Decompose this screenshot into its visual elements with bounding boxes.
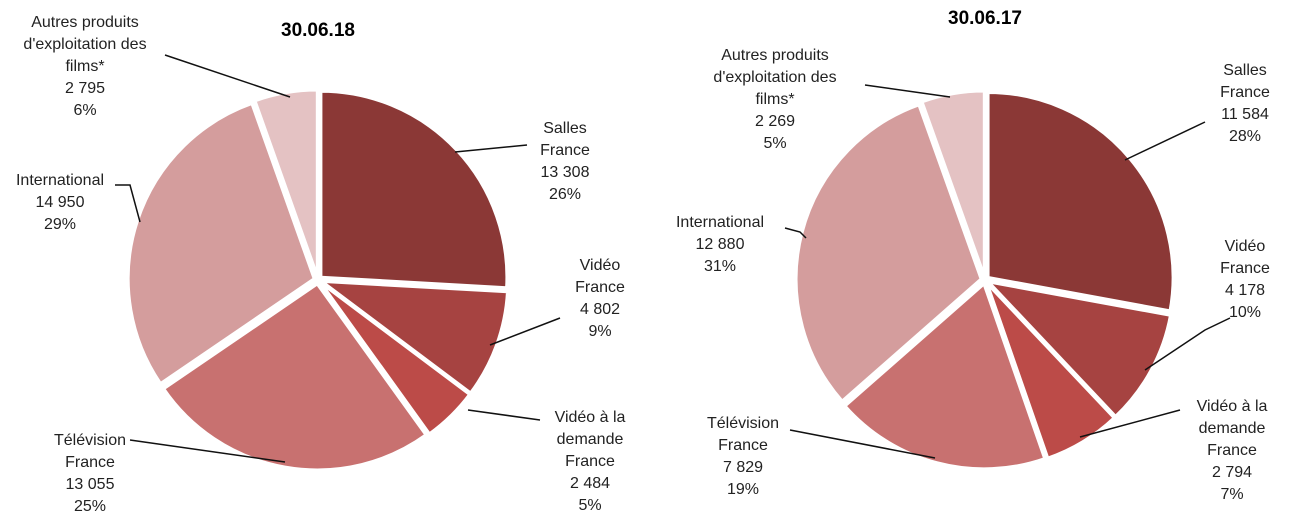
leader-line	[1079, 409, 1181, 438]
pie-slice	[985, 282, 1117, 461]
value-label: 2 794	[1211, 464, 1253, 481]
category-label: Vidéo France	[575, 257, 625, 296]
slice-label: Vidéo à la demande France 2 484 5%	[535, 407, 645, 513]
value-label: 2 269	[754, 113, 796, 130]
slice-label: Salles France 11 584 28%	[1205, 60, 1285, 148]
leader-line	[864, 84, 951, 98]
percentage-label: 29%	[43, 216, 77, 233]
percentage-label: 10%	[1228, 304, 1262, 321]
slice-label: Vidéo à la demande France 2 794 7%	[1177, 396, 1287, 506]
slice-label: Autres produits d'exploitation des films…	[695, 45, 855, 155]
pie-slice	[984, 279, 1173, 419]
value-label: 14 950	[35, 194, 85, 211]
slice-label: Télévision France 13 055 25%	[40, 430, 140, 513]
value-label: 4 802	[579, 301, 621, 318]
category-label: Autres produits d'exploitation des films…	[23, 14, 147, 75]
slice-label: Télévision France 7 829 19%	[693, 413, 793, 501]
slice-label: International 14 950 29%	[0, 170, 120, 236]
category-label: International	[675, 214, 765, 231]
leader-line	[489, 317, 561, 346]
percentage-label: 9%	[588, 323, 612, 340]
category-label: Salles France	[540, 120, 590, 159]
pie-slice	[253, 88, 319, 277]
percentage-label: 6%	[73, 102, 97, 119]
value-label: 12 880	[695, 236, 745, 253]
pie-slice	[794, 102, 983, 404]
leader-line	[454, 144, 528, 153]
pie-slice	[126, 101, 316, 386]
category-label: Vidéo à la demande France	[554, 409, 626, 470]
value-label: 2 484	[569, 475, 611, 492]
category-label: Autres produits d'exploitation des films…	[713, 47, 837, 108]
percentage-label: 26%	[548, 186, 582, 203]
leader-line	[115, 184, 141, 223]
percentage-label: 31%	[703, 258, 737, 275]
value-label: 7 829	[722, 459, 764, 476]
percentage-label: 5%	[578, 497, 602, 513]
chart-title: 30.06.17	[948, 8, 1022, 29]
leader-line	[1124, 121, 1206, 161]
category-label: Télévision France	[706, 415, 780, 454]
slice-label: Autres produits d'exploitation des films…	[5, 12, 165, 122]
leader-line	[129, 439, 286, 463]
pie-slice	[986, 90, 1175, 313]
pie-slice	[319, 89, 509, 290]
category-label: Télévision France	[53, 432, 127, 471]
percentage-label: 19%	[726, 481, 760, 498]
value-label: 2 795	[64, 80, 106, 97]
value-label: 13 308	[540, 164, 590, 181]
pie-slice	[842, 281, 1047, 471]
chart-title: 30.06.18	[281, 20, 355, 41]
percentage-label: 7%	[1220, 486, 1244, 503]
category-label: Vidéo France	[1220, 238, 1270, 277]
pie-slice	[161, 281, 429, 472]
leader-line	[784, 227, 807, 239]
value-label: 13 055	[65, 476, 115, 493]
percentage-label: 5%	[763, 135, 787, 152]
value-label: 4 178	[1224, 282, 1266, 299]
slice-label: Vidéo France 4 802 9%	[570, 255, 630, 343]
category-label: Salles France	[1220, 62, 1270, 101]
percentage-label: 25%	[73, 498, 107, 513]
pie-slice	[920, 89, 986, 277]
leader-line	[164, 54, 291, 98]
percentage-label: 28%	[1228, 128, 1262, 145]
pie-slice	[319, 281, 472, 436]
leader-line	[467, 409, 541, 421]
slice-label: Salles France 13 308 26%	[525, 118, 605, 206]
pie-slice	[316, 279, 510, 396]
value-label: 11 584	[1221, 106, 1269, 123]
slice-label: Vidéo France 4 178 10%	[1215, 236, 1275, 324]
category-label: International	[15, 172, 105, 189]
slice-label: International 12 880 31%	[660, 212, 780, 278]
leader-line	[1144, 317, 1231, 371]
leader-line	[789, 429, 936, 459]
category-label: Vidéo à la demande France	[1196, 398, 1268, 459]
